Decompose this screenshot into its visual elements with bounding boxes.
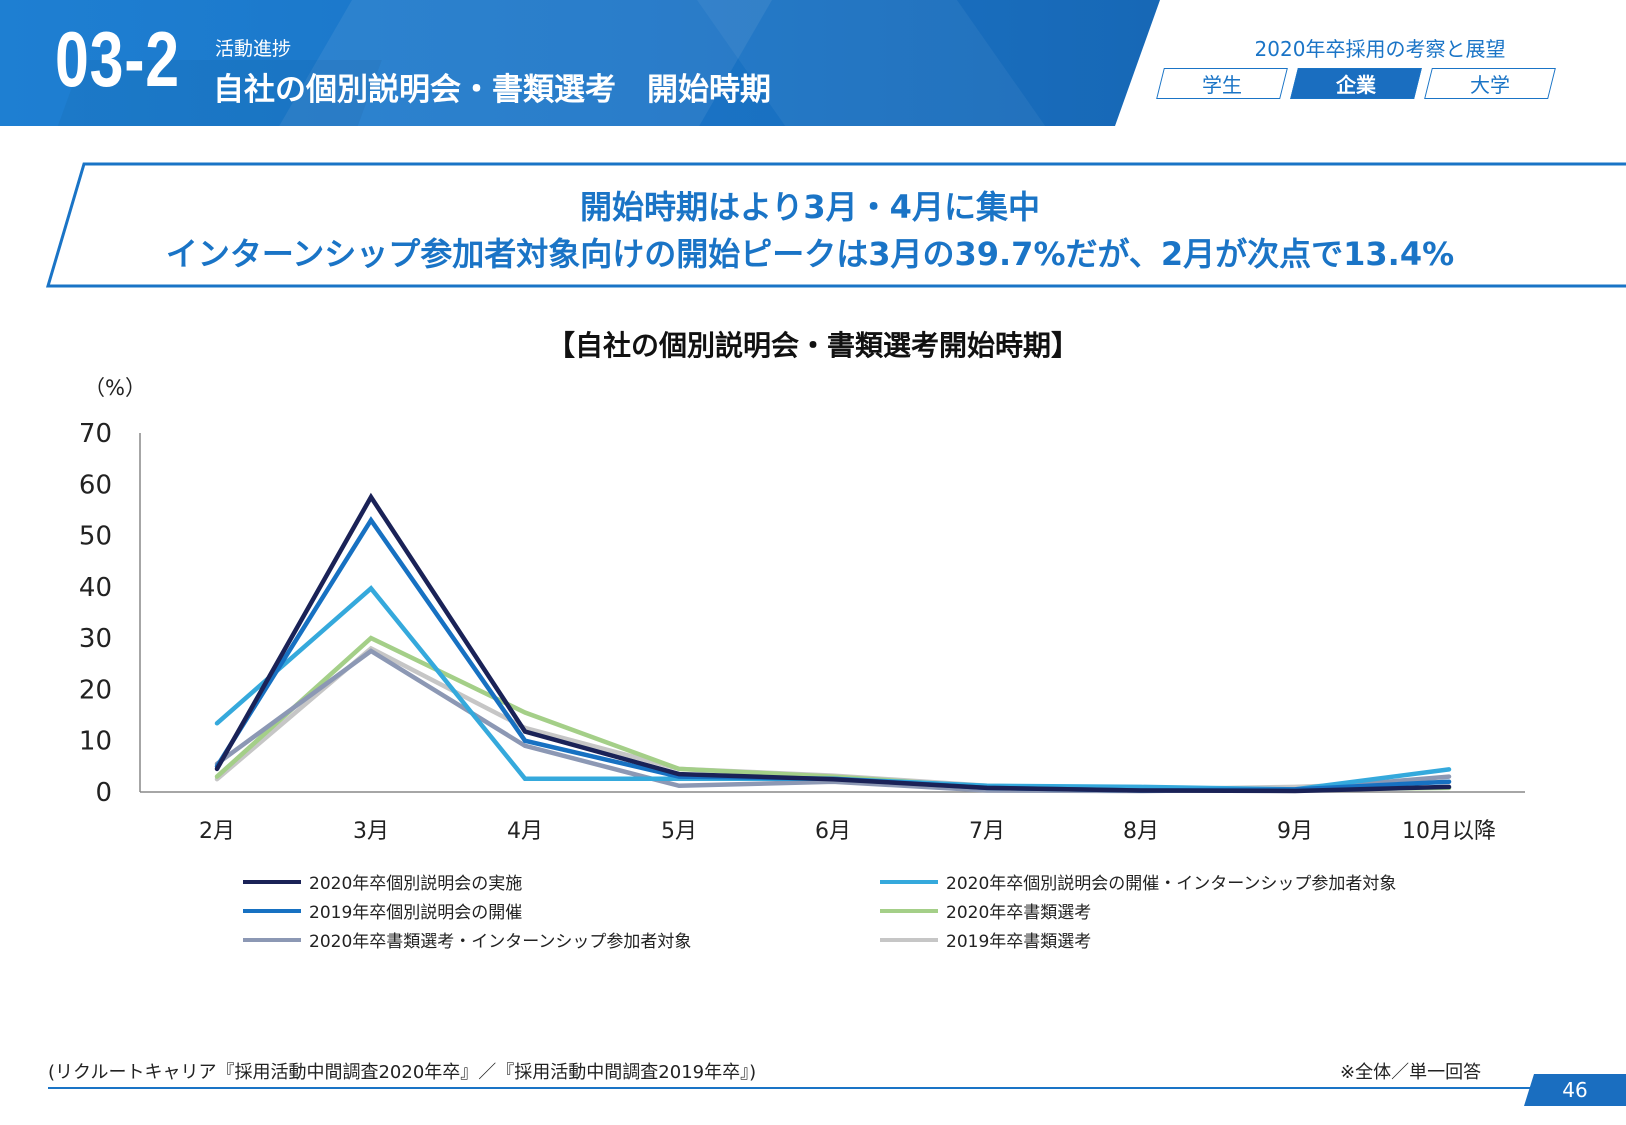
legend-swatch bbox=[243, 879, 301, 884]
page-number: 46 bbox=[1524, 1074, 1626, 1106]
tab-students[interactable]: 学生 bbox=[1156, 68, 1288, 99]
x-tick-label: 4月 bbox=[507, 819, 543, 840]
x-tick-label: 5月 bbox=[661, 819, 697, 840]
legend-swatch bbox=[880, 879, 938, 884]
series-line-2 bbox=[214, 585, 1452, 792]
y-tick-label: 70 bbox=[79, 419, 112, 449]
legend-label: 2020年卒個別説明会の開催・インターンシップ参加者対象 bbox=[946, 874, 1397, 894]
legend-swatch bbox=[243, 908, 301, 913]
y-tick-label: 0 bbox=[95, 778, 112, 808]
legend-label: 2019年卒個別説明会の開催 bbox=[309, 903, 523, 923]
legend-swatch bbox=[880, 908, 938, 913]
y-tick-label: 30 bbox=[79, 624, 112, 654]
series-line-5 bbox=[214, 648, 1452, 794]
y-axis-unit: （%） bbox=[84, 376, 146, 400]
legend-label: 2019年卒書類選考 bbox=[946, 932, 1092, 952]
y-tick-label: 40 bbox=[79, 573, 112, 603]
y-tick-label: 60 bbox=[79, 470, 112, 500]
x-tick-label: 7月 bbox=[969, 819, 1005, 840]
legend-swatch bbox=[243, 937, 301, 942]
headline-line-1: 開始時期はより3月・4月に集中 bbox=[580, 188, 1040, 226]
tab-universities[interactable]: 大学 bbox=[1424, 68, 1556, 99]
x-tick-label: 3月 bbox=[353, 819, 389, 840]
x-tick-label: 2月 bbox=[199, 819, 235, 840]
page-title: 自社の個別説明会・書類選考 開始時期 bbox=[213, 72, 771, 108]
series-line-1 bbox=[214, 492, 1452, 794]
legend-label: 2020年卒個別説明会の実施 bbox=[309, 874, 523, 894]
legend-label: 2020年卒書類選考 bbox=[946, 903, 1092, 923]
legend-swatch bbox=[880, 937, 938, 942]
headline-line-2: インターンシップ参加者対象向けの開始ピークは3月の39.7%だが、2月が次点で1… bbox=[165, 235, 1455, 273]
response-note: ※全体／単一回答 bbox=[1340, 1062, 1482, 1083]
legend-item: 2020年卒書類選考 bbox=[880, 898, 1091, 923]
tab-companies[interactable]: 企業 bbox=[1290, 68, 1422, 99]
headline-frame bbox=[45, 162, 1626, 288]
x-tick-label: 10月以降 bbox=[1402, 819, 1496, 840]
legend-item: 2020年卒書類選考・インターンシップ参加者対象 bbox=[243, 927, 691, 952]
series-line-4 bbox=[214, 635, 1452, 793]
header-banner: 03-2 活動進捗 自社の個別説明会・書類選考 開始時期 bbox=[0, 0, 1160, 126]
legend-item: 2019年卒個別説明会の開催 bbox=[243, 898, 522, 923]
source-citation: (リクルートキャリア『採用活動中間調査2020年卒』／『採用活動中間調査2019… bbox=[48, 1062, 757, 1083]
y-tick-label: 20 bbox=[79, 675, 112, 705]
legend-item: 2019年卒書類選考 bbox=[880, 927, 1091, 952]
chart-title: 【自社の個別説明会・書類選考開始時期】 bbox=[546, 329, 1079, 362]
x-tick-label: 9月 bbox=[1277, 819, 1313, 840]
tab-label: 学生 bbox=[1202, 73, 1242, 97]
line-chart: 0 10 20 30 40 50 60 70 2月 3月 4月 5月 6月 7月 8月 9月 10月以降 bbox=[79, 419, 1525, 840]
section-label: 活動進捗 bbox=[215, 38, 292, 60]
footer-divider bbox=[48, 1087, 1626, 1089]
x-tick-label: 6月 bbox=[815, 819, 851, 840]
x-tick-label: 8月 bbox=[1123, 819, 1159, 840]
tab-label: 大学 bbox=[1470, 73, 1510, 97]
section-number: 03-2 bbox=[55, 15, 180, 103]
tab-label: 企業 bbox=[1336, 73, 1376, 97]
breadcrumb: 2020年卒採用の考察と展望 bbox=[1254, 37, 1506, 61]
legend-label: 2020年卒書類選考・インターンシップ参加者対象 bbox=[309, 932, 692, 952]
legend-item: 2020年卒個別説明会の開催・インターンシップ参加者対象 bbox=[880, 869, 1396, 894]
y-tick-label: 10 bbox=[79, 727, 112, 757]
legend-item: 2020年卒個別説明会の実施 bbox=[243, 869, 522, 894]
y-tick-label: 50 bbox=[79, 522, 112, 552]
